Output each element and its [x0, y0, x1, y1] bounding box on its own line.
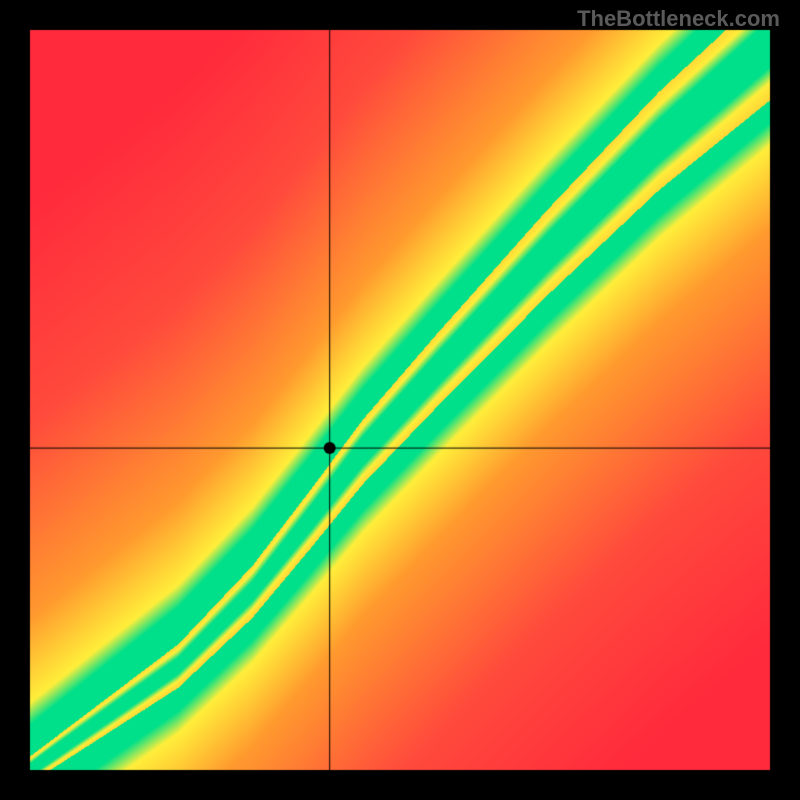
bottleneck-heatmap-canvas: [0, 0, 800, 800]
chart-container: { "watermark": { "text": "TheBottleneck.…: [0, 0, 800, 800]
watermark-text: TheBottleneck.com: [577, 6, 780, 32]
